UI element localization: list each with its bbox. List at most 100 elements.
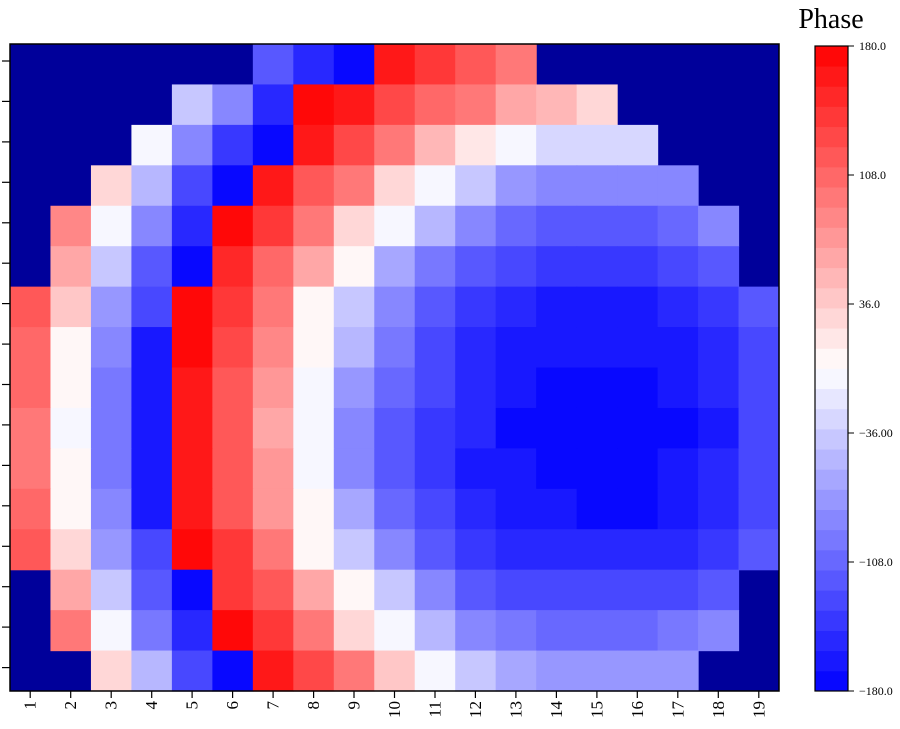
heatmap-cell: [536, 205, 578, 247]
colorbar-swatch: [815, 428, 848, 450]
heatmap-cell: [495, 367, 537, 409]
heatmap-cell: [576, 286, 618, 328]
colorbar-swatch: [815, 529, 848, 551]
heatmap-cell: [414, 286, 456, 328]
heatmap-cell: [212, 569, 254, 611]
heatmap-cell: [90, 610, 133, 652]
heatmap-cell: [414, 569, 456, 611]
heatmap-cell: [698, 529, 740, 571]
heatmap-cell: [171, 205, 213, 247]
heatmap-cell: [50, 488, 92, 530]
colorbar: [815, 46, 848, 692]
x-tick-label: 3: [102, 701, 121, 710]
colorbar-swatch: [815, 610, 848, 631]
heatmap-cell: [212, 448, 254, 490]
heatmap-cell: [455, 246, 497, 288]
heatmap-cell: [738, 529, 780, 571]
heatmap-cell: [333, 650, 375, 692]
heatmap-cell: [90, 327, 133, 369]
heatmap-cell: [657, 246, 699, 288]
x-tick-label: 16: [628, 701, 647, 718]
heatmap-cell: [293, 165, 335, 207]
heatmap-cell: [414, 407, 456, 449]
heatmap-cell: [536, 569, 578, 611]
heatmap-cell: [293, 124, 335, 166]
heatmap-cell: [374, 529, 416, 571]
heatmap-cell: [495, 610, 537, 652]
heatmap-cell: [252, 84, 294, 126]
heatmap-cell: [536, 84, 578, 126]
x-tick-label: 8: [304, 701, 323, 710]
heatmap-cell: [576, 367, 618, 409]
heatmap-cell: [333, 84, 375, 126]
heatmap-cell: [50, 529, 92, 571]
colorbar-tick-label: −36.00: [859, 426, 893, 440]
heatmap-cell: [374, 44, 416, 86]
heatmap-cell: [293, 650, 335, 692]
heatmap-cell: [576, 488, 618, 530]
heatmap-cell: [171, 650, 213, 692]
heatmap-cell: [576, 650, 618, 692]
heatmap-cell: [171, 529, 213, 571]
heatmap-cell: [657, 529, 699, 571]
heatmap-cell: [333, 367, 375, 409]
heatmap-cell: [738, 488, 780, 530]
heatmap-cell: [90, 286, 133, 328]
colorbar-swatch: [815, 549, 848, 571]
heatmap-cell: [698, 367, 740, 409]
heatmap-cell: [617, 407, 659, 449]
heatmap-cell: [10, 448, 52, 490]
heatmap-cell: [333, 610, 375, 652]
heatmap-cell: [738, 407, 780, 449]
heatmap-cell: [657, 205, 699, 247]
colorbar-tick-label: 108.0: [859, 168, 886, 182]
heatmap-cell: [536, 367, 578, 409]
heatmap-cell: [90, 529, 133, 571]
heatmap-cell: [414, 327, 456, 369]
heatmap-cell: [495, 488, 537, 530]
colorbar-swatch: [815, 146, 848, 168]
heatmap-cell: [738, 367, 780, 409]
heatmap-cell: [212, 529, 254, 571]
heatmap-cell: [414, 124, 456, 166]
heatmap-cell: [293, 488, 335, 530]
heatmap-cell: [333, 569, 375, 611]
heatmap-cell: [455, 488, 497, 530]
heatmap-cell: [374, 488, 416, 530]
heatmap-cell: [455, 610, 497, 652]
heatmap-cell: [293, 246, 335, 288]
heatmap-cell: [374, 327, 416, 369]
heatmap-cell: [131, 610, 173, 652]
heatmap-cell: [495, 327, 537, 369]
heatmap-cell: [374, 367, 416, 409]
heatmap-cell: [293, 286, 335, 328]
heatmap-cell: [131, 165, 173, 207]
heatmap-cell: [50, 286, 92, 328]
heatmap-cell: [657, 610, 699, 652]
heatmap-cell: [374, 84, 416, 126]
heatmap-cell: [50, 448, 92, 490]
heatmap-cell: [657, 286, 699, 328]
colorbar-swatch: [815, 328, 848, 349]
heatmap-cell: [293, 407, 335, 449]
heatmap-cell: [212, 205, 254, 247]
heatmap-cell: [617, 367, 659, 409]
heatmap-cell: [212, 488, 254, 530]
heatmap-cells: [10, 44, 780, 692]
heatmap-cell: [455, 407, 497, 449]
heatmap-cell: [495, 407, 537, 449]
heatmap-cell: [131, 205, 173, 247]
heatmap-cell: [212, 650, 254, 692]
heatmap-cell: [212, 367, 254, 409]
heatmap-cell: [333, 165, 375, 207]
x-tick-label: 18: [709, 701, 728, 718]
heatmap-cell: [131, 569, 173, 611]
colorbar-swatch: [815, 267, 848, 289]
heatmap-cell: [698, 327, 740, 369]
heatmap-cell: [698, 407, 740, 449]
x-tick-label: 1: [21, 701, 40, 710]
heatmap-cell: [495, 246, 537, 288]
x-tick-label: 15: [587, 701, 606, 718]
heatmap-cell: [212, 165, 254, 207]
